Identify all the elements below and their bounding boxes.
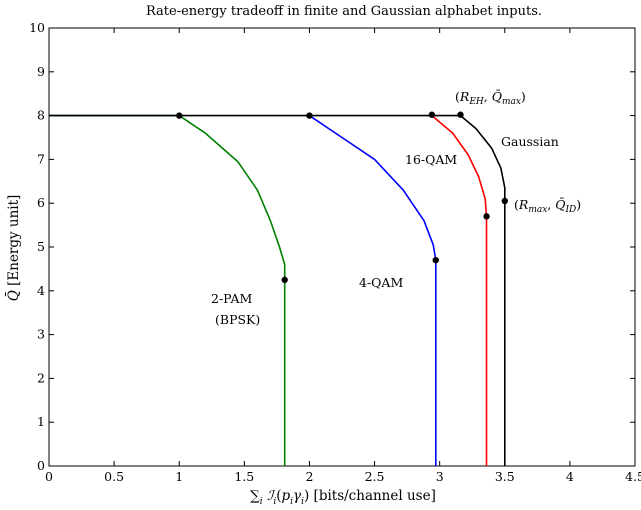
y-tick-label: 2 (37, 370, 45, 385)
series-marker-0 (281, 276, 288, 284)
chart-title: Rate-energy tradeoff in finite and Gauss… (146, 4, 542, 19)
data-markers (176, 111, 508, 284)
y-axis-label: Q̄ [Energy unit] (6, 195, 22, 302)
x-axis-label: ∑i ℐi(piγi) [bits/channel use] (250, 488, 436, 507)
y-tick-label: 10 (29, 20, 45, 35)
series-marker-2 (428, 111, 436, 118)
series-marker-1 (306, 112, 313, 119)
annotation-2pam: 2-PAM (211, 291, 252, 306)
annotation-bpsk: (BPSK) (215, 312, 260, 327)
y-tick-label: 9 (37, 64, 45, 79)
annotation-4qam: 4-QAM (359, 275, 403, 290)
x-tick-label: 0.5 (104, 469, 124, 484)
annotation-16qam: 16-QAM (405, 152, 457, 167)
annotation-rmax-qid: (Rmax, Q̄ID) (514, 197, 581, 215)
y-tick-label: 7 (37, 151, 45, 166)
plot-frame (48, 27, 636, 467)
series-line-2 (431, 114, 488, 466)
y-tick-label: 6 (37, 195, 45, 210)
annotation-gaussian: Gaussian (501, 134, 559, 149)
series-line-1 (308, 114, 437, 466)
x-tick-label: 0 (45, 469, 53, 484)
series-marker-3 (501, 197, 508, 205)
series-line-0 (49, 114, 286, 466)
series-marker-0 (176, 112, 183, 119)
series-marker-3 (457, 111, 464, 118)
y-tick-label: 3 (37, 327, 45, 342)
x-tick-label: 1.5 (234, 469, 254, 484)
x-tick-label: 2 (305, 469, 313, 484)
x-tick-label: 3 (436, 469, 444, 484)
x-tick-label: 4.5 (625, 469, 641, 484)
y-tick-label: 1 (37, 414, 45, 429)
y-tick-label: 8 (37, 108, 45, 123)
y-tick-label: 5 (37, 239, 45, 254)
x-tick-label: 1 (175, 469, 183, 484)
x-tick-label: 2.5 (365, 469, 385, 484)
data-series (49, 114, 506, 466)
y-tick-label: 4 (37, 283, 45, 298)
axis-ticks: 0 0.5 1 1.5 2 2.5 3 3.5 4 4.5 0 1 2 3 4 5 6 7 8 9 10 (29, 20, 641, 484)
y-tick-label: 0 (37, 458, 45, 473)
x-tick-label: 3.5 (495, 469, 515, 484)
annotation-reh-qmax: (REH, Q̄max) (455, 89, 526, 107)
series-marker-1 (432, 256, 439, 264)
x-tick-label: 4 (566, 469, 574, 484)
series-marker-2 (483, 213, 490, 220)
